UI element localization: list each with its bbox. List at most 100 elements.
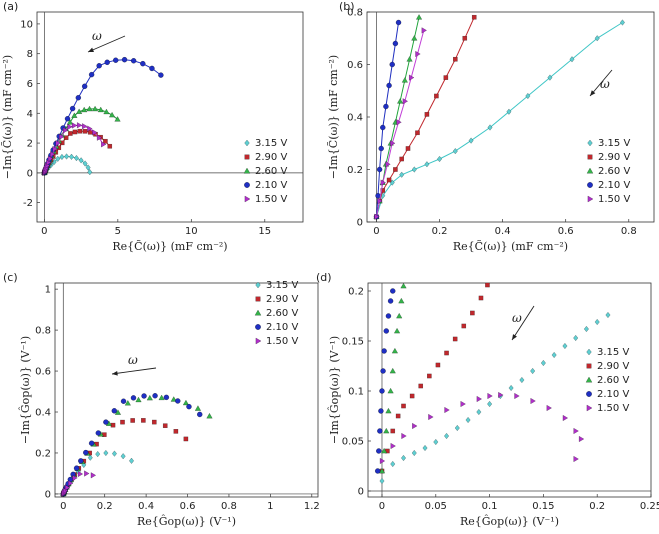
legend-marker	[244, 154, 250, 160]
data-point	[103, 419, 109, 425]
data-point	[454, 424, 460, 432]
data-point	[77, 470, 84, 478]
legend-label: 2.90 V	[266, 294, 298, 305]
omega-arrow	[589, 69, 613, 97]
y-tick-label: 1	[45, 285, 51, 296]
legend-marker	[244, 182, 250, 188]
data-point	[389, 367, 396, 374]
series-210	[374, 288, 396, 474]
legend-marker	[586, 348, 592, 356]
data-point	[120, 453, 126, 460]
data-point	[421, 27, 427, 34]
data-point	[82, 123, 88, 130]
data-point	[141, 418, 146, 423]
legend-label: 2.10 V	[598, 180, 630, 191]
data-point	[387, 298, 394, 304]
data-point	[101, 141, 107, 148]
data-point	[395, 413, 401, 419]
legend-marker	[255, 324, 261, 330]
data-point	[422, 444, 428, 452]
y-tick-label: 0.4	[347, 113, 363, 124]
data-point	[396, 119, 402, 126]
data-point	[97, 106, 104, 113]
x-axis-label: Re{C̃(ω)} (mF cm⁻²)	[112, 240, 227, 253]
data-point	[508, 384, 514, 392]
legend-marker	[255, 337, 262, 345]
data-point	[530, 367, 536, 375]
data-point	[487, 392, 493, 400]
data-point	[408, 74, 415, 81]
data-point	[415, 130, 420, 136]
fit-line	[376, 17, 420, 217]
data-point	[120, 398, 127, 405]
data-point	[62, 127, 69, 134]
data-point	[375, 448, 382, 454]
data-point	[514, 392, 520, 400]
data-point	[194, 405, 202, 411]
legend: 3.15 V 2.90 V 2.60 V 2.10 V 1.50 V	[254, 280, 298, 347]
data-point	[478, 295, 484, 301]
data-point	[87, 454, 93, 461]
x-tick-label: 0	[379, 501, 385, 512]
data-point	[374, 468, 381, 474]
data-point	[411, 166, 417, 173]
data-point	[67, 123, 73, 130]
data-point	[487, 400, 493, 408]
data-point	[444, 432, 450, 440]
data-point	[383, 328, 390, 334]
y-axis-label: −Im{C̃(ω)} (mF cm⁻²)	[327, 55, 340, 179]
data-point	[114, 116, 121, 122]
data-point	[84, 470, 90, 477]
data-point	[462, 35, 468, 41]
data-point	[78, 157, 84, 164]
legend-label: 3.15 V	[255, 138, 287, 149]
y-tick-label: 0.2	[348, 287, 364, 298]
data-point	[377, 428, 383, 434]
data-point	[393, 327, 401, 334]
chart-panel-2: 0 0.2 0.4 0.6 0.8 0 0.2 0.4 0.6 0.8 Re{C̃(ω)} (mF …	[327, 0, 655, 253]
data-point	[379, 477, 385, 485]
legend-marker	[586, 363, 592, 369]
data-point	[468, 137, 474, 144]
data-point	[87, 125, 93, 132]
data-point	[412, 422, 418, 430]
omega-arrow	[111, 367, 157, 375]
data-point	[52, 145, 58, 153]
data-point	[63, 135, 69, 141]
data-point	[78, 458, 84, 464]
panel-label: (d)	[316, 271, 332, 284]
legend-label: 1.50 V	[597, 403, 629, 414]
x-tick-label: 0	[60, 501, 66, 512]
data-point	[487, 124, 493, 131]
fit-line	[376, 22, 623, 217]
data-point	[82, 449, 89, 456]
x-axis-label: Re{Ĝop(ω)} (V⁻¹)	[460, 514, 559, 528]
data-point	[437, 155, 443, 163]
legend-label: 3.15 V	[598, 138, 630, 149]
legend-label: 2.60 V	[598, 166, 630, 177]
data-point	[111, 408, 118, 414]
data-point	[605, 311, 611, 319]
data-point	[130, 58, 137, 64]
data-point	[415, 14, 423, 20]
data-point	[77, 128, 83, 134]
y-tick-label: 2	[27, 139, 33, 150]
data-point	[104, 59, 110, 66]
data-point	[470, 310, 475, 316]
series-150	[374, 27, 427, 220]
y-tick-label: 0.2	[347, 165, 363, 176]
plot-area	[373, 14, 625, 220]
y-tick-label: 0	[357, 218, 363, 229]
data-point	[386, 82, 392, 89]
legend-marker	[255, 296, 261, 302]
y-tick-label: 6	[27, 79, 33, 90]
data-point	[112, 57, 119, 64]
data-point	[87, 169, 93, 176]
data-point	[427, 373, 432, 379]
plot-area	[60, 392, 213, 497]
x-tick-label: 0.6	[558, 226, 574, 237]
data-point	[103, 449, 109, 457]
data-point	[88, 71, 95, 78]
data-point	[405, 146, 411, 151]
legend-label: 2.90 V	[255, 152, 287, 163]
